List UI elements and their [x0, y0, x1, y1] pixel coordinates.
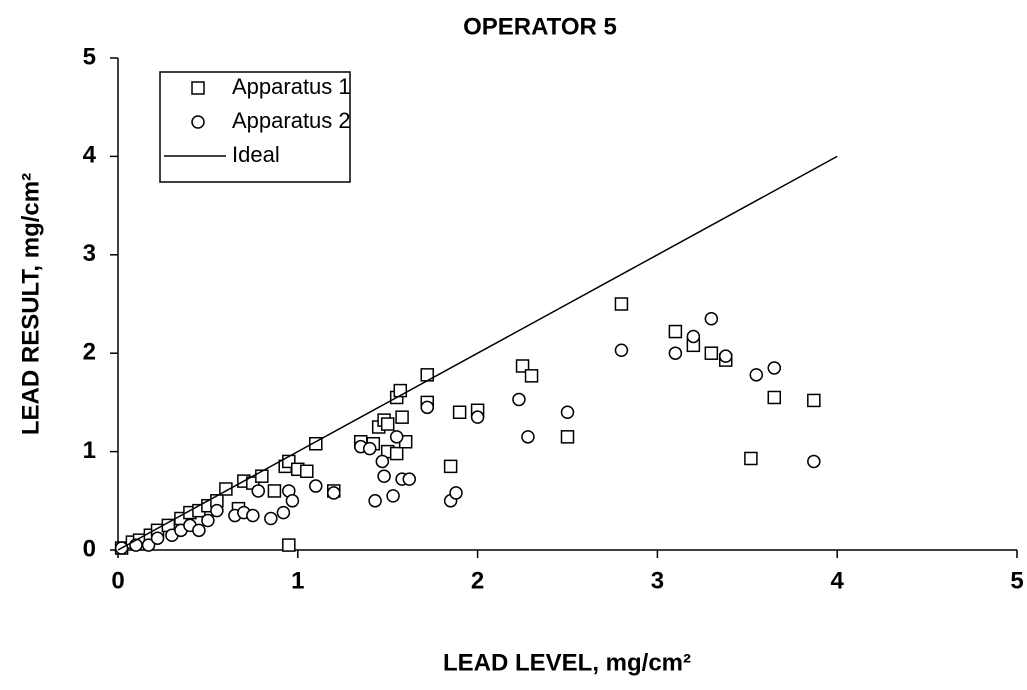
y-tick-label: 2 — [83, 339, 96, 366]
y-axis-label: LEAD RESULT, mg/cm² — [17, 173, 44, 435]
point — [614, 343, 629, 357]
point — [276, 505, 291, 520]
point — [515, 359, 530, 373]
point — [210, 503, 224, 518]
point — [327, 486, 341, 500]
legend-marker — [191, 81, 205, 95]
point — [718, 349, 733, 363]
y-tick-label: 1 — [83, 437, 96, 464]
chart-title: OPERATOR 5 — [463, 13, 617, 40]
point — [807, 393, 821, 408]
x-tick-label: 2 — [471, 567, 484, 594]
point — [686, 329, 701, 344]
ideal-line — [117, 155, 838, 551]
point — [668, 324, 683, 339]
point — [141, 538, 156, 552]
point — [368, 494, 382, 508]
point — [452, 405, 467, 419]
point — [749, 368, 764, 382]
point — [264, 511, 278, 526]
y-tick-label: 4 — [83, 142, 97, 169]
point — [309, 479, 323, 493]
y-tick-label: 5 — [83, 43, 96, 70]
point — [246, 508, 260, 523]
point — [443, 459, 458, 474]
point — [251, 484, 265, 498]
point — [449, 486, 463, 500]
x-tick-label: 0 — [111, 567, 124, 594]
point — [744, 451, 758, 466]
point — [380, 417, 395, 431]
point — [300, 464, 314, 479]
y-tick-label: 3 — [83, 240, 96, 267]
x-tick-label: 4 — [831, 567, 845, 594]
point — [807, 454, 821, 469]
point — [470, 410, 485, 424]
point — [512, 392, 526, 407]
point — [192, 523, 206, 538]
point — [521, 430, 535, 444]
x-tick-label: 5 — [1010, 567, 1023, 594]
point — [420, 400, 435, 415]
point — [767, 390, 782, 405]
point — [375, 454, 390, 469]
point — [560, 430, 575, 444]
point — [267, 484, 282, 498]
legend-marker — [191, 115, 205, 129]
x-tick-label: 3 — [651, 567, 664, 594]
point — [767, 361, 782, 375]
legend-label: Apparatus 2 — [232, 108, 351, 133]
legend-label: Ideal — [232, 142, 280, 167]
point — [282, 538, 296, 552]
point — [389, 430, 404, 444]
x-axis-label: LEAD LEVEL, mg/cm² — [443, 649, 691, 676]
point — [389, 446, 404, 461]
point — [704, 312, 719, 326]
point — [402, 472, 417, 486]
point — [386, 489, 400, 503]
point — [614, 297, 629, 311]
point — [377, 469, 391, 483]
point — [704, 346, 719, 360]
point — [560, 405, 575, 419]
point — [524, 369, 539, 383]
point — [150, 531, 165, 545]
y-tick-label: 0 — [83, 535, 96, 562]
point — [285, 494, 300, 508]
point — [362, 441, 377, 456]
point — [668, 346, 683, 360]
x-tick-label: 1 — [291, 567, 304, 594]
point — [395, 410, 409, 424]
legend-label: Apparatus 1 — [232, 74, 351, 99]
point — [201, 513, 215, 528]
